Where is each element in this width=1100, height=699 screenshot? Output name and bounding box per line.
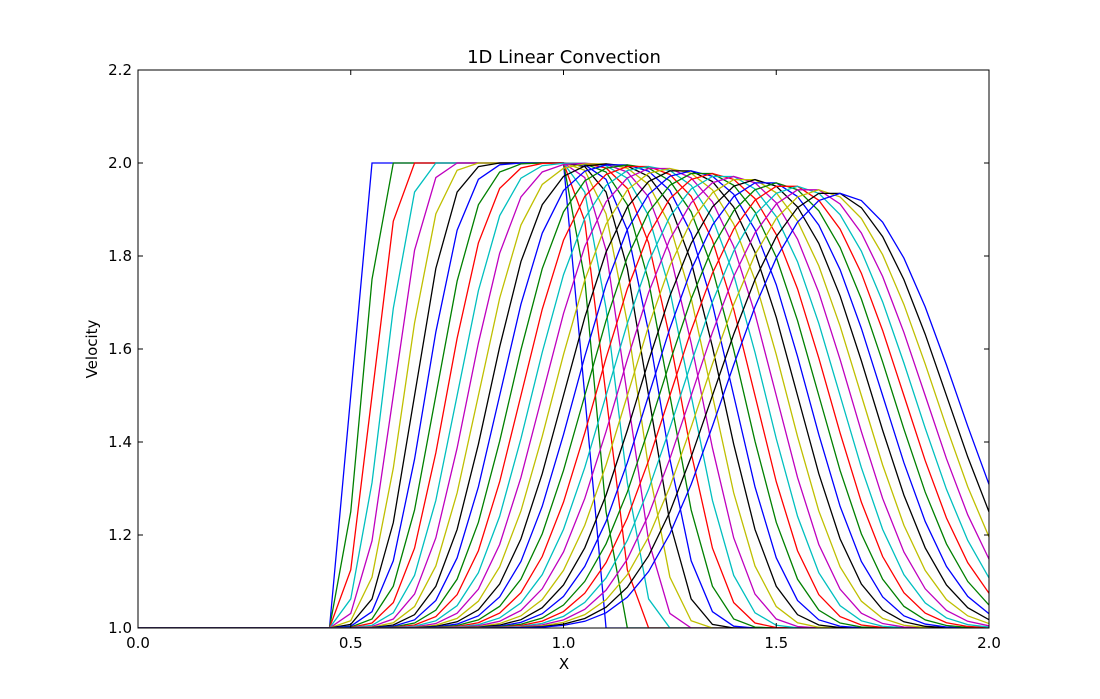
series-line-12 <box>138 162 989 628</box>
series-line-26 <box>138 175 989 628</box>
series-line-18 <box>138 165 989 628</box>
y-tick-label: 2.0 <box>108 154 132 172</box>
series-line-32 <box>138 185 989 628</box>
series-line-34 <box>138 189 989 628</box>
x-tick-label: 2.0 <box>977 634 1001 652</box>
y-tick-label: 1.8 <box>108 247 132 265</box>
series-line-22 <box>138 170 989 628</box>
x-tick-label: 1.5 <box>764 634 788 652</box>
x-axis: 0.0 0.5 1.0 1.5 2.0 <box>126 70 1001 652</box>
series-line-33 <box>138 189 989 628</box>
y-tick-label: 1.2 <box>108 526 132 544</box>
y-tick-label: 1.4 <box>108 433 132 451</box>
series-line-29 <box>138 182 989 628</box>
series-line-21 <box>138 170 989 628</box>
series-line-17 <box>138 165 989 628</box>
series-line-11 <box>138 162 989 628</box>
y-tick-label: 1.6 <box>108 340 132 358</box>
y-tick-label: 1.0 <box>108 619 132 637</box>
series-line-28 <box>138 178 989 628</box>
series-line-19 <box>138 167 989 628</box>
y-axis-title: Velocity <box>83 319 101 378</box>
series-line-15 <box>138 164 989 628</box>
x-tick-label: 0.5 <box>339 634 363 652</box>
series-line-24 <box>138 172 989 628</box>
series-line-23 <box>138 172 989 628</box>
series-line-20 <box>138 167 989 628</box>
series-line-25 <box>138 175 989 628</box>
chart-title: 1D Linear Convection <box>467 47 661 68</box>
series-line-27 <box>138 178 989 628</box>
y-axis: 1.0 1.2 1.4 1.6 1.8 2.0 2.2 <box>108 61 989 637</box>
x-tick-label: 0.0 <box>126 634 150 652</box>
series-line-31 <box>138 185 989 628</box>
series-line-16 <box>138 164 989 628</box>
x-axis-title: X <box>559 655 569 673</box>
series-line-30 <box>138 182 989 628</box>
x-tick-label: 1.0 <box>552 634 576 652</box>
y-tick-label: 2.2 <box>108 61 132 79</box>
